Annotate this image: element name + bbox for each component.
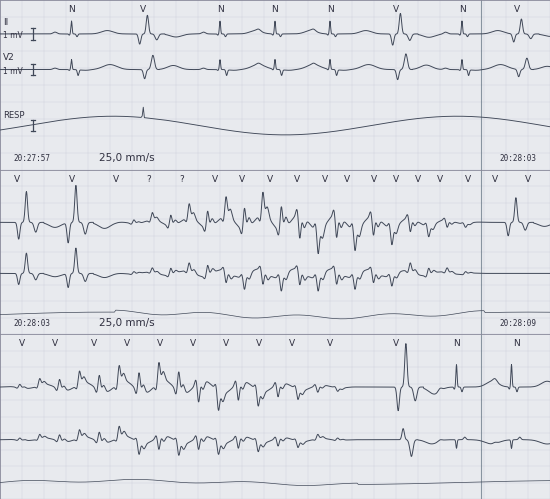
Text: V: V	[492, 175, 498, 184]
Text: V: V	[112, 175, 119, 184]
Text: N: N	[217, 5, 223, 14]
Text: V: V	[525, 175, 531, 184]
Text: V: V	[222, 339, 229, 348]
Text: V: V	[266, 175, 273, 184]
Text: N: N	[514, 339, 520, 348]
Text: II: II	[3, 17, 8, 26]
Text: 1 mV: 1 mV	[3, 31, 23, 40]
Text: ?: ?	[146, 175, 151, 184]
Text: 20:28:09: 20:28:09	[499, 319, 536, 328]
Text: V: V	[371, 175, 377, 184]
Text: V: V	[90, 339, 97, 348]
Text: 20:28:03: 20:28:03	[499, 154, 536, 163]
Text: V: V	[514, 5, 520, 14]
Text: V2: V2	[3, 53, 14, 62]
Text: V: V	[415, 175, 421, 184]
Text: V: V	[211, 175, 218, 184]
Text: V: V	[13, 175, 20, 184]
Text: V: V	[393, 339, 399, 348]
Text: V: V	[140, 5, 146, 14]
Text: V: V	[19, 339, 25, 348]
Text: N: N	[272, 5, 278, 14]
Text: V: V	[393, 5, 399, 14]
Text: V: V	[288, 339, 295, 348]
Text: 20:28:03: 20:28:03	[14, 319, 51, 328]
Text: 25,0 mm/s: 25,0 mm/s	[99, 318, 155, 328]
Text: RESP: RESP	[3, 111, 24, 120]
Text: N: N	[327, 5, 333, 14]
Text: V: V	[327, 339, 333, 348]
Text: N: N	[453, 339, 460, 348]
Text: V: V	[68, 175, 75, 184]
Text: V: V	[189, 339, 196, 348]
Text: V: V	[156, 339, 163, 348]
Text: V: V	[437, 175, 443, 184]
Text: V: V	[393, 175, 399, 184]
Text: V: V	[464, 175, 471, 184]
Text: 1 mV: 1 mV	[3, 67, 23, 76]
Text: V: V	[239, 175, 245, 184]
Text: N: N	[459, 5, 465, 14]
Text: V: V	[294, 175, 300, 184]
Text: V: V	[255, 339, 262, 348]
Text: 25,0 mm/s: 25,0 mm/s	[99, 153, 155, 163]
Text: V: V	[52, 339, 58, 348]
Text: V: V	[123, 339, 130, 348]
Text: ?: ?	[179, 175, 184, 184]
Text: 20:27:57: 20:27:57	[14, 154, 51, 163]
Text: V: V	[321, 175, 328, 184]
Text: N: N	[68, 5, 75, 14]
Text: V: V	[343, 175, 350, 184]
